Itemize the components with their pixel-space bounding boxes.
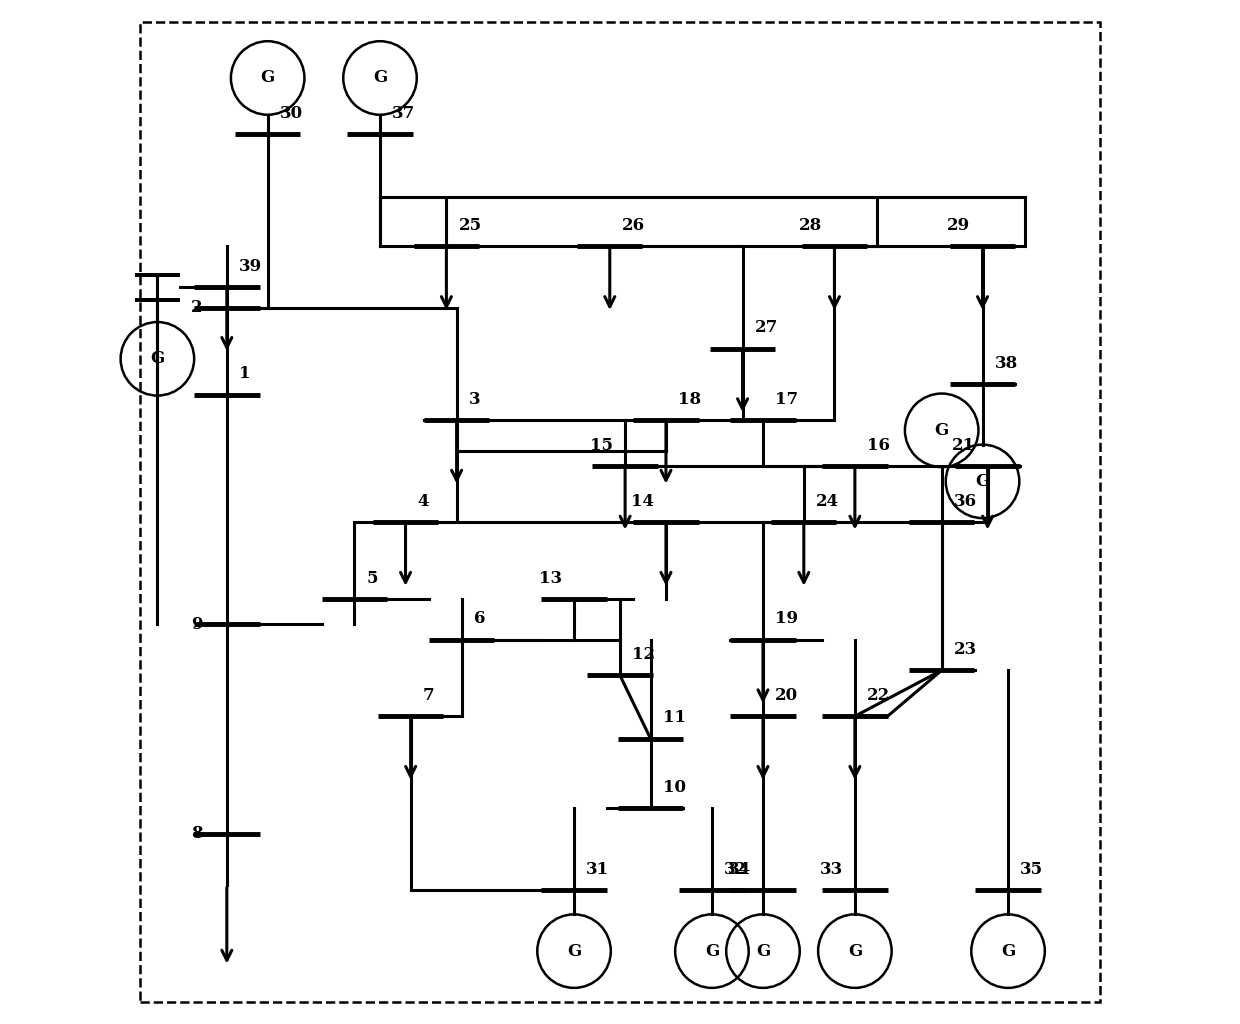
Text: 16: 16 — [867, 437, 890, 454]
Text: 22: 22 — [867, 687, 890, 703]
Text: 9: 9 — [191, 615, 202, 633]
Text: 17: 17 — [775, 391, 799, 408]
Text: 14: 14 — [631, 493, 653, 510]
Text: 29: 29 — [947, 217, 970, 234]
Text: G: G — [756, 943, 770, 959]
Text: 21: 21 — [952, 437, 976, 454]
Text: 28: 28 — [799, 217, 822, 234]
Text: 27: 27 — [755, 319, 777, 336]
Text: 38: 38 — [994, 355, 1018, 372]
Text: 32: 32 — [724, 860, 748, 878]
Text: 12: 12 — [632, 646, 656, 664]
Text: 11: 11 — [663, 710, 686, 726]
Text: 25: 25 — [459, 217, 482, 234]
Text: 3: 3 — [469, 391, 480, 408]
Text: 33: 33 — [820, 860, 843, 878]
Text: G: G — [935, 422, 949, 439]
Text: 37: 37 — [392, 104, 415, 122]
Text: 6: 6 — [474, 610, 486, 628]
Text: G: G — [848, 943, 862, 959]
Text: 10: 10 — [663, 779, 686, 796]
Text: 13: 13 — [538, 569, 562, 587]
Text: G: G — [373, 70, 387, 86]
Text: 36: 36 — [954, 493, 977, 510]
Text: 34: 34 — [728, 860, 750, 878]
Text: G: G — [704, 943, 719, 959]
Text: 4: 4 — [418, 493, 429, 510]
Text: 30: 30 — [280, 104, 303, 122]
Text: 35: 35 — [1021, 860, 1043, 878]
Text: 2: 2 — [191, 299, 202, 316]
Text: 18: 18 — [678, 391, 702, 408]
Text: 26: 26 — [622, 217, 645, 234]
Text: 8: 8 — [191, 825, 202, 842]
Text: 7: 7 — [423, 687, 434, 703]
Text: 19: 19 — [775, 610, 799, 628]
Text: 31: 31 — [587, 860, 609, 878]
Text: 39: 39 — [239, 258, 262, 275]
Text: 15: 15 — [590, 437, 613, 454]
Text: 24: 24 — [816, 493, 839, 510]
Text: 1: 1 — [239, 366, 250, 382]
Text: G: G — [567, 943, 582, 959]
Text: 5: 5 — [367, 569, 378, 587]
Text: G: G — [1001, 943, 1016, 959]
Text: G: G — [260, 70, 275, 86]
Text: G: G — [150, 350, 165, 368]
Text: 20: 20 — [775, 687, 799, 703]
Text: 23: 23 — [954, 641, 977, 658]
Text: G: G — [976, 473, 990, 489]
